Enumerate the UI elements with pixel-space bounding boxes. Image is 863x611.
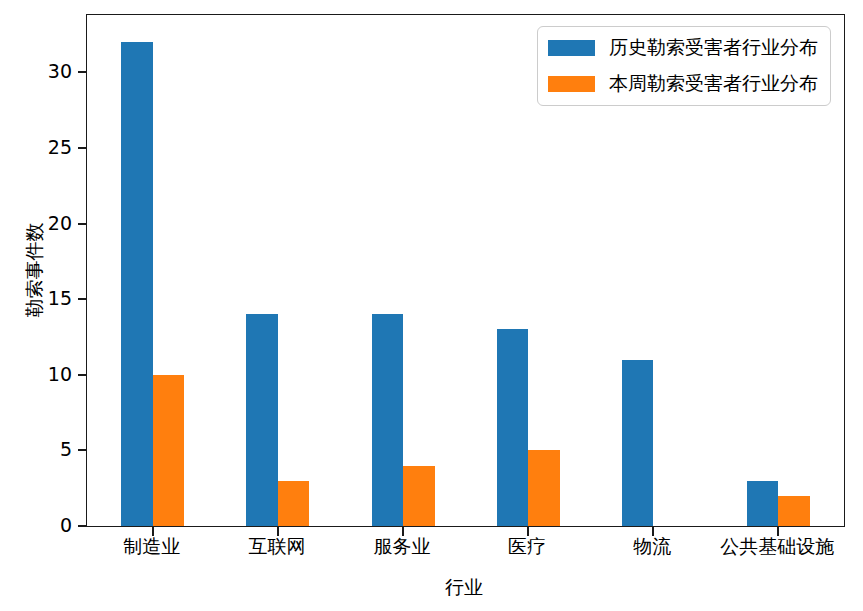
legend-swatch-history xyxy=(548,40,595,56)
x-tick-label-2: 互联网 xyxy=(248,537,305,556)
legend-label-history: 历史勒索受害者行业分布 xyxy=(609,36,818,60)
bar-history-3 xyxy=(372,314,404,526)
y-axis-label: 勒索事件数 xyxy=(25,223,44,318)
legend-row-2: 本周勒索受害者行业分布 xyxy=(548,72,818,96)
legend-label-week: 本周勒索受害者行业分布 xyxy=(609,72,818,96)
bar-history-5 xyxy=(622,360,654,526)
legend-swatch-week xyxy=(548,76,595,92)
y-tick-mark xyxy=(78,298,87,300)
bar-week-1 xyxy=(153,375,185,526)
bar-week-3 xyxy=(403,466,435,526)
y-tick-label: 0 xyxy=(60,516,72,535)
y-tick-label: 5 xyxy=(60,440,72,459)
plot-area: 历史勒索受害者行业分布本周勒索受害者行业分布 xyxy=(86,14,845,527)
bar-week-4 xyxy=(528,450,560,526)
x-tick-label-4: 医疗 xyxy=(508,537,546,556)
y-tick-label: 25 xyxy=(48,138,72,157)
x-tick-label-6: 公共基础设施 xyxy=(720,537,834,556)
x-tick-label-3: 服务业 xyxy=(374,537,431,556)
bar-history-4 xyxy=(497,329,529,526)
y-tick-label: 30 xyxy=(48,62,72,81)
x-tick-label-1: 制造业 xyxy=(123,537,180,556)
legend: 历史勒索受害者行业分布本周勒索受害者行业分布 xyxy=(537,26,831,106)
bar-chart-figure: 历史勒索受害者行业分布本周勒索受害者行业分布 0 5 10 15 20 25 30 制造业 互联… xyxy=(0,0,863,611)
y-tick-mark xyxy=(78,525,87,527)
legend-row-1: 历史勒索受害者行业分布 xyxy=(548,36,818,60)
y-tick-mark xyxy=(78,71,87,73)
bar-week-2 xyxy=(278,481,310,526)
x-tick-label-5: 物流 xyxy=(633,537,671,556)
y-tick-mark xyxy=(78,147,87,149)
y-tick-label: 20 xyxy=(48,213,72,232)
bar-history-1 xyxy=(121,42,153,526)
bar-history-6 xyxy=(747,481,779,526)
bar-week-6 xyxy=(778,496,810,526)
y-tick-mark xyxy=(78,374,87,376)
y-tick-mark xyxy=(78,223,87,225)
y-tick-label: 10 xyxy=(48,364,72,383)
y-tick-mark xyxy=(78,449,87,451)
bar-history-2 xyxy=(246,314,278,526)
x-axis-label: 行业 xyxy=(445,578,483,597)
y-tick-label: 15 xyxy=(48,289,72,308)
